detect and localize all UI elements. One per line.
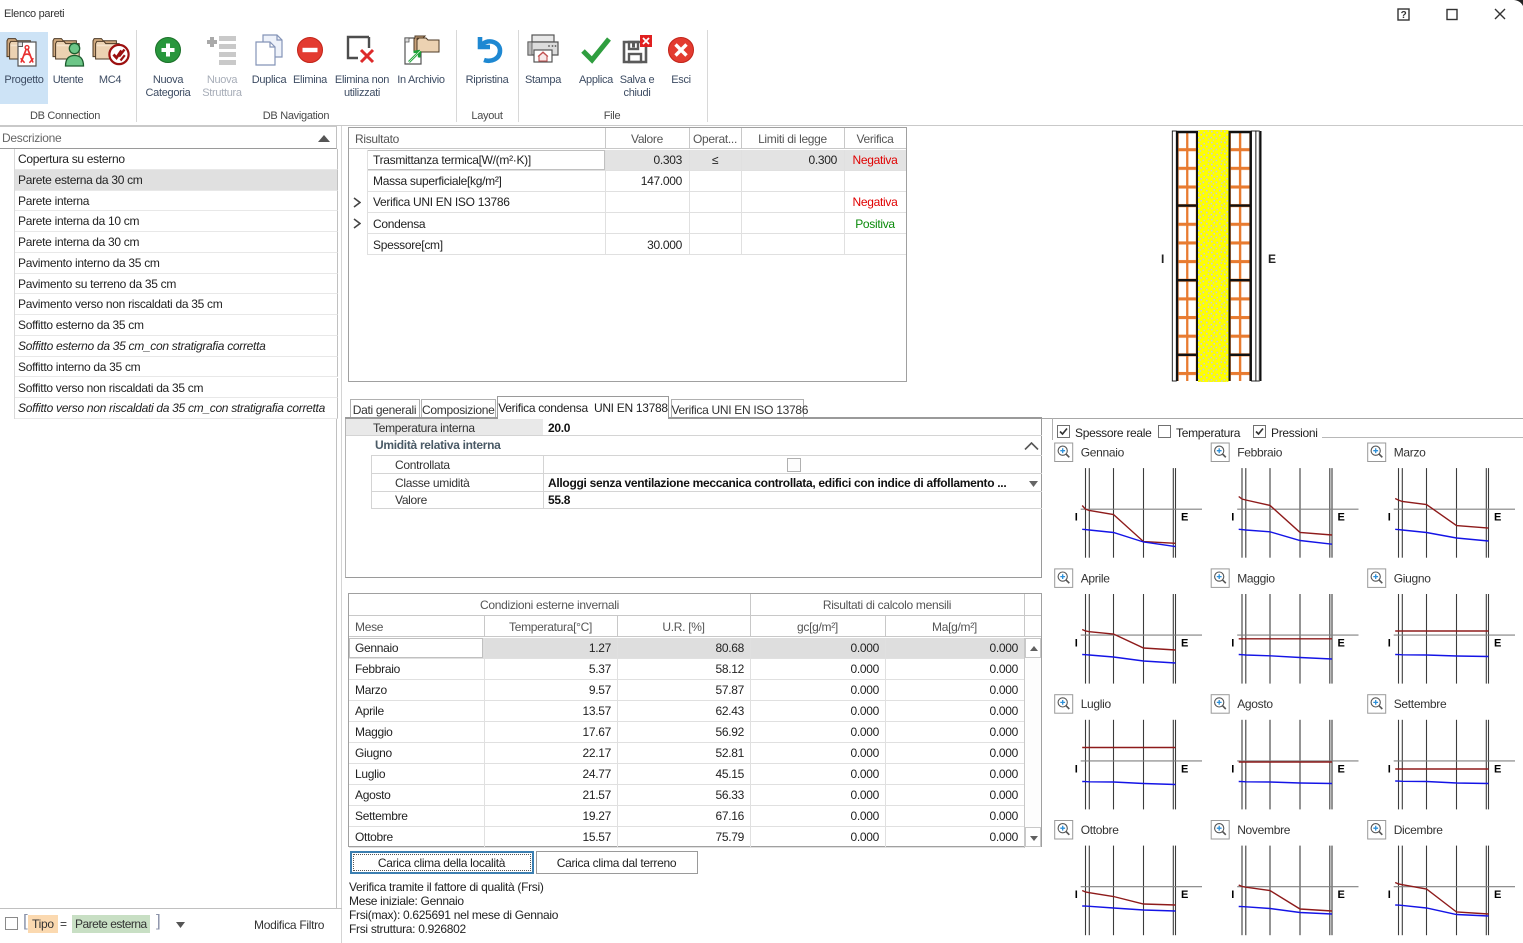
svg-text:Ottobre: Ottobre — [1081, 823, 1120, 837]
svg-text:Maggio: Maggio — [1237, 571, 1275, 585]
svg-text:E: E — [1494, 889, 1501, 901]
svg-text:I: I — [1231, 638, 1234, 650]
svg-text:I: I — [1075, 889, 1078, 901]
svg-text:I: I — [1075, 512, 1078, 524]
svg-text:I: I — [1231, 512, 1234, 524]
svg-text:Novembre: Novembre — [1237, 823, 1291, 837]
svg-text:E: E — [1338, 638, 1345, 650]
svg-text:Aprile: Aprile — [1081, 571, 1111, 585]
svg-text:Marzo: Marzo — [1394, 446, 1426, 460]
svg-text:E: E — [1338, 763, 1345, 775]
svg-text:Agosto: Agosto — [1237, 697, 1273, 711]
svg-text:I: I — [1231, 763, 1234, 775]
svg-text:I: I — [1231, 889, 1234, 901]
svg-text:I: I — [1388, 512, 1391, 524]
svg-text:I: I — [1388, 763, 1391, 775]
svg-text:I: I — [1075, 638, 1078, 650]
svg-text:Gennaio: Gennaio — [1081, 446, 1125, 460]
svg-text:E: E — [1338, 512, 1345, 524]
svg-text:I: I — [1388, 889, 1391, 901]
svg-text:E: E — [1181, 512, 1188, 524]
svg-text:E: E — [1181, 763, 1188, 775]
svg-text:Settembre: Settembre — [1394, 697, 1447, 711]
svg-text:Luglio: Luglio — [1081, 697, 1112, 711]
svg-text:Dicembre: Dicembre — [1394, 823, 1444, 837]
svg-text:E: E — [1494, 763, 1501, 775]
svg-text:I: I — [1075, 763, 1078, 775]
svg-text:E: E — [1181, 889, 1188, 901]
svg-text:E: E — [1181, 638, 1188, 650]
svg-text:E: E — [1494, 512, 1501, 524]
svg-text:E: E — [1338, 889, 1345, 901]
svg-text:?: ? — [1401, 10, 1407, 21]
svg-text:I: I — [1388, 638, 1391, 650]
svg-text:E: E — [1494, 638, 1501, 650]
svg-text:Febbraio: Febbraio — [1237, 446, 1283, 460]
svg-text:Giugno: Giugno — [1394, 571, 1432, 585]
